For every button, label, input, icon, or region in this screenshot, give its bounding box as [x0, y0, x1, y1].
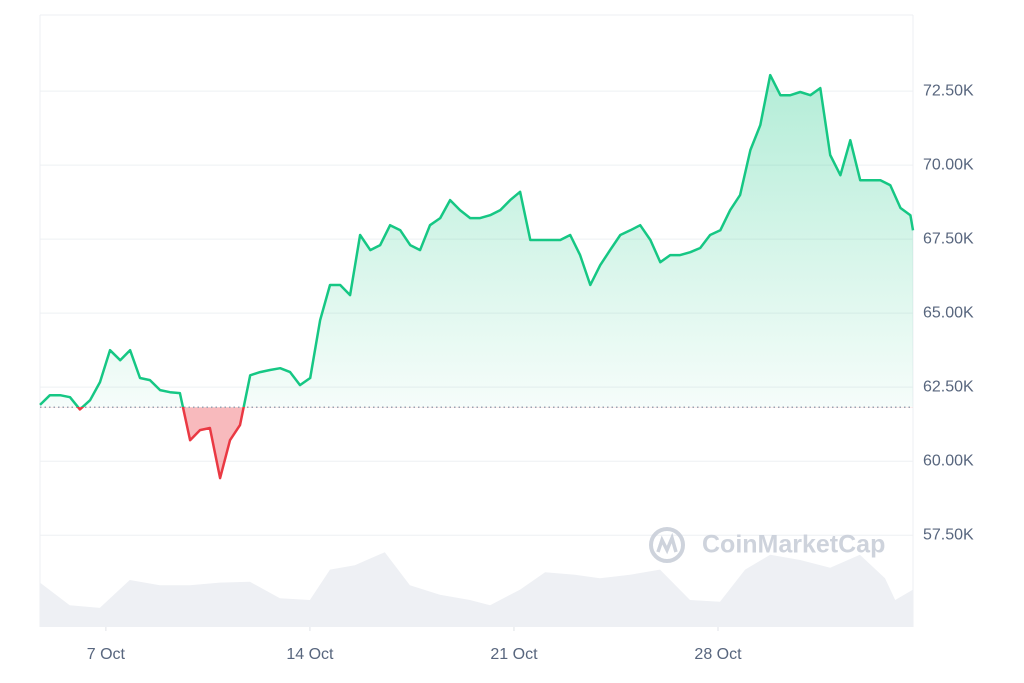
watermark-logo-mark: [656, 532, 678, 555]
y-tick-label: 70.00K: [923, 156, 974, 173]
watermark-logo: [649, 527, 685, 563]
x-tick-label: 14 Oct: [286, 646, 334, 663]
plot: [39, 14, 915, 631]
y-tick-label: 62.50K: [923, 378, 974, 395]
x-tick-label: 28 Oct: [694, 646, 742, 663]
y-tick-label: 57.50K: [923, 526, 974, 543]
watermark: CoinMarketCap: [649, 527, 885, 563]
y-tick-label: 67.50K: [923, 230, 974, 247]
volume-area: [40, 552, 913, 627]
watermark-text: CoinMarketCap: [702, 531, 885, 559]
y-tick-label: 72.50K: [923, 82, 974, 99]
x-tick-label: 7 Oct: [87, 646, 126, 663]
y-tick-label: 60.00K: [923, 452, 974, 469]
y-tick-label: 65.00K: [923, 304, 974, 321]
price-line: [39, 73, 915, 480]
price-area: [40, 75, 913, 479]
x-tick-label: 21 Oct: [490, 646, 538, 663]
